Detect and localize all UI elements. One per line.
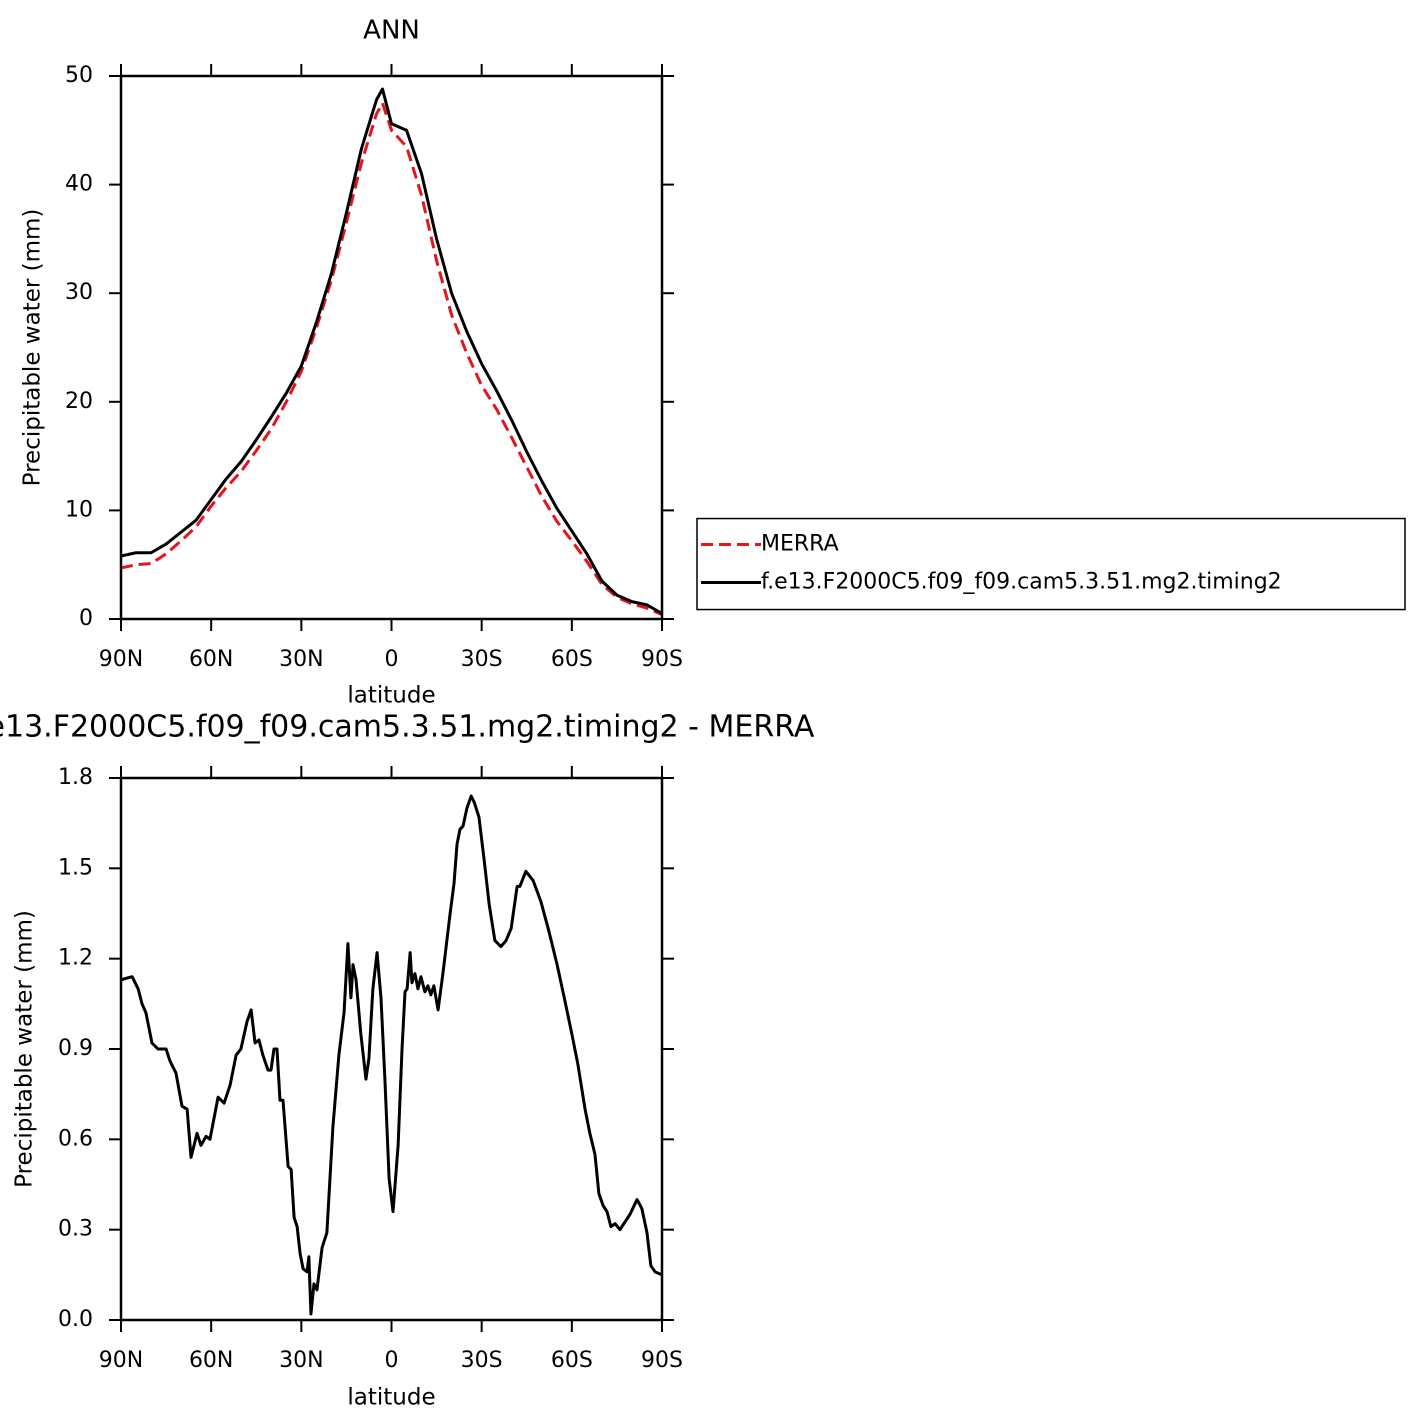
y-tick-label: 1.5	[58, 855, 93, 880]
x-tick-label: 60N	[189, 1348, 233, 1373]
x-tick-label: 90S	[641, 647, 683, 672]
legend-label: f.e13.F2000C5.f09_f09.cam5.3.51.mg2.timi…	[761, 570, 1282, 595]
x-tick-label: 30N	[279, 1348, 323, 1373]
data-line	[120, 87, 663, 615]
x-tick-label: 60S	[551, 1348, 593, 1373]
x-tick-label: 90S	[641, 1348, 683, 1373]
legend-box	[696, 517, 1406, 611]
data-line	[120, 794, 663, 1316]
legend-label: MERRA	[761, 532, 839, 557]
x-tick-label: 0	[385, 647, 399, 672]
x-tick-label: 30S	[461, 647, 503, 672]
chart-title: f.e13.F2000C5.f09_f09.cam5.3.51.mg2.timi…	[0, 710, 815, 745]
data-line	[120, 101, 663, 617]
y-tick-label: 0.9	[58, 1036, 93, 1061]
x-tick-label: 90N	[99, 1348, 143, 1373]
x-axis-label: latitude	[347, 1385, 435, 1411]
x-tick-label: 30N	[279, 647, 323, 672]
y-tick-label: 30	[65, 280, 93, 305]
x-tick-label: 90N	[99, 647, 143, 672]
y-tick-label: 0.0	[58, 1307, 93, 1332]
x-tick-label: 60N	[189, 647, 233, 672]
y-tick-label: 0.6	[58, 1126, 93, 1151]
y-tick-label: 1.2	[58, 946, 93, 971]
y-tick-label: 0.3	[58, 1217, 93, 1242]
y-axis-label: Precipitable water (mm)	[20, 209, 46, 487]
plot-frame	[119, 74, 664, 621]
x-tick-label: 0	[385, 1348, 399, 1373]
x-axis-label: latitude	[347, 683, 435, 709]
y-tick-label: 50	[65, 63, 93, 88]
plot-frame	[119, 776, 664, 1322]
y-tick-label: 40	[65, 172, 93, 197]
x-tick-label: 30S	[461, 1348, 503, 1373]
y-tick-label: 10	[65, 497, 93, 522]
x-tick-label: 60S	[551, 647, 593, 672]
chart-title: ANN	[363, 16, 420, 46]
y-tick-label: 20	[65, 389, 93, 414]
y-axis-label: Precipitable water (mm)	[12, 910, 38, 1188]
y-tick-label: 1.8	[58, 765, 93, 790]
y-tick-label: 0	[79, 606, 93, 631]
